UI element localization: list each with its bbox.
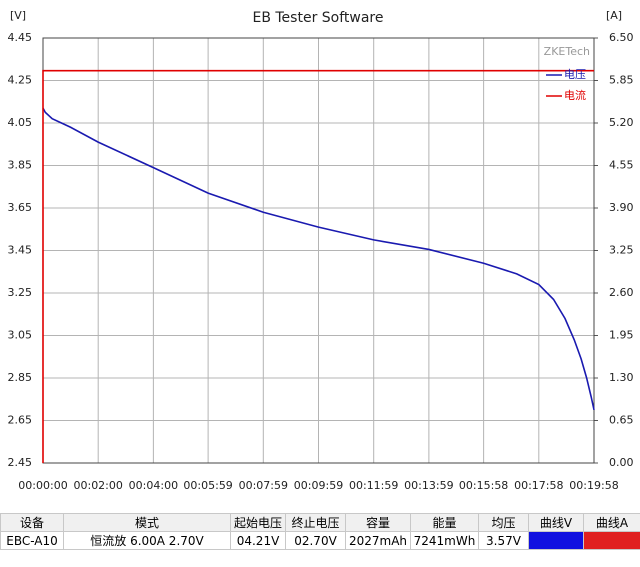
summary-table: 设备 模式 起始电压 终止电压 容量 能量 均压 曲线V 曲线A EBC-A10 恒流放 6.00… [0,513,640,550]
x-tick-label: 00:15:58 [459,479,508,492]
x-tick-label: 00:11:59 [349,479,398,492]
y-tick-label: 3.25 [8,286,33,299]
y2-tick-label: 1.30 [609,371,634,384]
x-tick-label: 00:19:58 [569,479,618,492]
y2-tick-label: 0.65 [609,414,634,427]
legend-label: 电压 [564,68,586,81]
table-cell: 起始电压 [230,513,286,532]
x-tick-label: 00:17:58 [514,479,563,492]
y-tick-label: 3.65 [8,201,33,214]
chart-title: EB Tester Software [252,10,383,26]
y-tick-label: 3.05 [8,329,33,342]
y2-tick-label: 6.50 [609,31,634,44]
y2-tick-label: 3.90 [609,201,634,214]
y2-tick-label: 5.85 [609,74,634,87]
legend-label: 电流 [564,88,586,102]
y-tick-label: 4.05 [8,116,33,129]
y-tick-label: 3.85 [8,159,33,172]
table-cell [583,531,640,550]
y-axis-label: [V] [10,9,26,22]
y2-axis-label: [A] [606,9,622,22]
table-cell: 终止电压 [285,513,346,532]
table-cell: 均压 [478,513,529,532]
table-cell: 04.21V [230,531,286,550]
table-cell: 7241mWh [410,531,479,550]
y2-tick-label: 3.25 [609,244,634,257]
watermark: ZKETech [544,45,590,58]
x-tick-label: 00:00:00 [18,479,67,492]
x-tick-label: 00:02:00 [73,479,122,492]
table-cell: EBC-A10 [0,531,64,550]
table-cell: 曲线A [583,513,640,532]
series-line [42,107,595,411]
y-tick-label: 4.45 [8,31,33,44]
y2-tick-label: 5.20 [609,116,634,129]
x-tick-label: 00:07:59 [239,479,288,492]
table-cell: 2027mAh [345,531,411,550]
y-tick-label: 2.45 [8,456,33,469]
y2-tick-label: 4.55 [609,159,634,172]
y2-tick-label: 0.00 [609,456,634,469]
table-cell [528,531,584,550]
table-cell: 模式 [63,513,231,532]
x-tick-label: 00:05:59 [183,479,232,492]
table-cell: 恒流放 6.00A 2.70V [63,531,231,550]
y-tick-label: 2.65 [8,414,33,427]
y-tick-label: 2.85 [8,371,33,384]
table-cell: 能量 [410,513,479,532]
x-tick-label: 00:09:59 [294,479,343,492]
y-tick-label: 4.25 [8,74,33,87]
chart: EB Tester Software [V] [A] 2.45 2.65 2.85 3… [8,9,634,492]
table-cell: 3.57V [478,531,529,550]
y2-tick-label: 2.60 [609,286,634,299]
table-cell: 02.70V [285,531,346,550]
x-tick-label: 00:04:00 [129,479,178,492]
y-tick-label: 3.45 [8,244,33,257]
y2-tick-label: 1.95 [609,329,634,342]
table-row: EBC-A10 恒流放 6.00A 2.70V 04.21V 02.70V 2027mA… [0,531,640,550]
table-cell: 曲线V [528,513,584,532]
table-header: 设备 模式 起始电压 终止电压 容量 能量 均压 曲线V 曲线A [0,513,640,532]
series-line [42,69,594,463]
table-cell: 设备 [0,513,64,532]
x-tick-label: 00:13:59 [404,479,453,492]
table-cell: 容量 [345,513,411,532]
